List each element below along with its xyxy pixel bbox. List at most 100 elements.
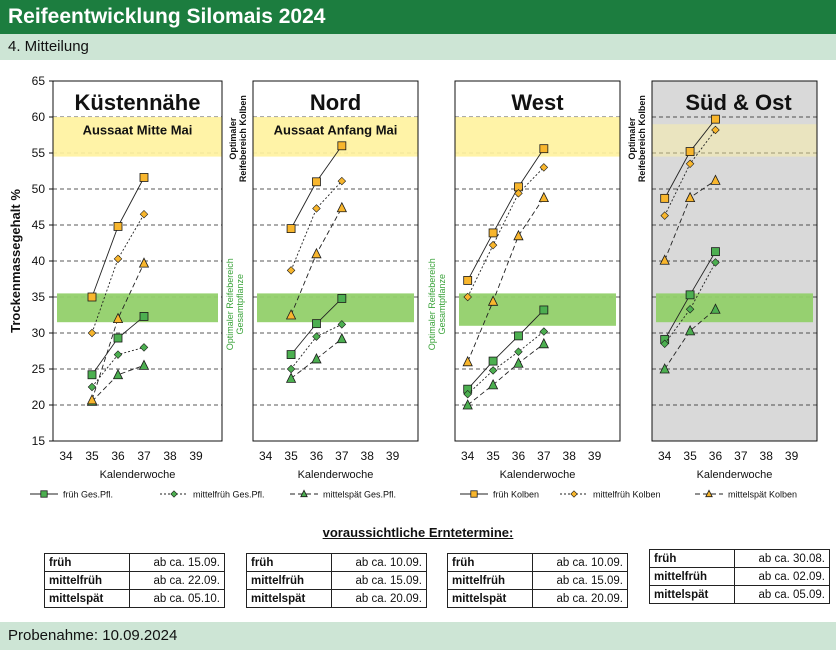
data-point: mittelfrüh Kolben: KW 34 = 35 % — [463, 292, 472, 302]
data-point: mittelspät Ges.Pfl.: KW 35 = 30.3 % — [684, 324, 696, 336]
kolben-band — [53, 117, 222, 157]
harvest-row: früh ab ca. 30.08. — [649, 549, 830, 568]
data-point: mittelfrüh Kolben: KW 35 = 42.2 % — [488, 240, 498, 250]
data-point: früh Ges.Pfl.: KW 35 = 26.1 % — [488, 356, 498, 366]
gesamt-band-label: Gesamtpflanze — [235, 274, 245, 335]
x-tick-label: 35 — [284, 449, 298, 463]
data-point: früh Kolben: KW 37 = 51.6 % — [139, 173, 149, 182]
kolben-band — [455, 117, 620, 157]
harvest-variety: mittelfrüh — [246, 571, 332, 590]
legend-label: mittelspät Kolben — [728, 490, 797, 500]
harvest-row: früh ab ca. 15.09. — [44, 553, 225, 572]
series-line-mittelsp-t-kolben — [467, 197, 545, 362]
harvest-table-west: früh ab ca. 10.09. mittelfrüh ab ca. 15.09… — [447, 553, 628, 608]
x-axis-label: Kalenderwoche — [298, 469, 374, 481]
x-tick-label: 36 — [111, 449, 125, 463]
data-point: früh Ges.Pfl.: KW 36 = 31.3 % — [312, 319, 321, 329]
harvest-date: ab ca. 10.09. — [532, 553, 628, 572]
y-tick-label: 55 — [32, 146, 46, 160]
x-tick-label: 35 — [486, 449, 500, 463]
harvest-variety: mittelspät — [246, 589, 332, 608]
data-point: früh Kolben: KW 35 = 55.2 % — [685, 147, 695, 156]
panel-background — [652, 81, 817, 441]
data-point: früh Ges.Pfl.: KW 37 = 34.8 % — [337, 294, 347, 303]
x-tick-label: 34 — [59, 449, 73, 463]
series-line-mittelfr-h-kolben — [467, 167, 545, 298]
data-point: mittelfrüh Kolben: KW 37 = 51.1 % — [337, 176, 347, 186]
y-tick-label: 20 — [32, 398, 46, 412]
x-tick-label: 39 — [386, 449, 400, 463]
data-point: früh Kolben: KW 36 = 51 % — [312, 177, 321, 187]
data-point: mittelspät Ges.Pfl.: KW 37 = 28.5 % — [538, 337, 549, 349]
x-tick-label: 38 — [361, 449, 375, 463]
panel-title: Süd & Ost — [685, 90, 792, 115]
data-point: mittelspät Ges.Pfl.: KW 34 = 25 % — [659, 363, 670, 374]
data-point: mittelfrüh Ges.Pfl.: KW 34 = 21.5 % — [463, 389, 472, 399]
harvest-row: mittelfrüh ab ca. 02.09. — [649, 567, 830, 586]
harvest-variety: früh — [649, 549, 735, 568]
y-tick-label: 65 — [32, 74, 46, 88]
data-point: mittelspät Kolben: KW 35 = 34.4 % — [487, 295, 499, 306]
harvest-variety: mittelspät — [649, 585, 735, 604]
data-point: mittelspät Ges.Pfl.: KW 36 = 24.2 % — [112, 368, 124, 380]
x-tick-label: 37 — [734, 449, 748, 463]
data-point: früh Ges.Pfl.: KW 35 = 35.3 % — [685, 290, 695, 300]
y-tick-label: 30 — [32, 326, 46, 340]
series-line-mittelsp-t-ges-pfl — [91, 364, 145, 402]
data-point: mittelspät Kolben: KW 36 = 32 % — [112, 312, 124, 324]
series-line-fr-h-ges-pfl — [91, 316, 145, 376]
data-point: mittelfrüh Ges.Pfl.: KW 35 = 22.5 % — [87, 382, 97, 392]
legend-label: mittelspät Ges.Pfl. — [323, 490, 396, 500]
sampling-date: Probenahme: 10.09.2024 — [8, 627, 178, 644]
panel-title: Nord — [310, 90, 361, 115]
sowing-annotation: Aussaat Anfang Mai — [274, 122, 398, 137]
kolben-band-label: Optimaler — [228, 117, 238, 160]
x-tick-label: 34 — [461, 449, 475, 463]
data-point: mittelspät Kolben: KW 34 = 40.1 % — [659, 254, 670, 265]
data-point: mittelfrüh Kolben: KW 35 = 53.5 % — [685, 159, 695, 169]
harvest-row: mittelspät ab ca. 05.09. — [649, 585, 830, 604]
series-line-fr-h-ges-pfl — [467, 309, 545, 390]
data-point: früh Kolben: KW 35 = 44.5 % — [286, 224, 296, 234]
series-line-mittelsp-t-ges-pfl — [467, 343, 545, 406]
charts-area: Küstennähe Aussaat Mitte Mai früh Ges.Pfl.… — [8, 74, 818, 500]
legend-label: mittelfrüh Kolben — [593, 490, 661, 500]
harvest-date: ab ca. 20.09. — [532, 589, 628, 608]
data-point: mittelspät Kolben: KW 35 = 20.7 % — [86, 394, 98, 405]
data-point: mittelfrüh Ges.Pfl.: KW 37 = 30.2 % — [539, 327, 549, 336]
gesamt-band-label: Optimaler Reifebereich — [225, 258, 235, 350]
x-tick-label: 39 — [189, 449, 203, 463]
data-point: mittelspät Kolben: KW 34 = 26 % — [462, 355, 473, 367]
y-tick-label: 50 — [32, 182, 46, 196]
data-point: mittelspät Kolben: KW 35 = 48.8 % — [684, 191, 696, 203]
data-point: früh Kolben: KW 36 = 59.7 % — [711, 114, 720, 124]
x-tick-label: 34 — [658, 449, 672, 463]
data-point: mittelspät Ges.Pfl.: KW 35 = 23.7 % — [285, 372, 297, 383]
harvest-date: ab ca. 15.09. — [532, 571, 628, 590]
footer-bar: Probenahme: 10.09.2024 — [0, 622, 836, 650]
header-bar: Reifeentwicklung Silomais 2024 — [0, 0, 836, 34]
data-point: mittelfrüh Kolben: KW 35 = 30 % — [87, 328, 97, 338]
x-tick-label: 35 — [85, 449, 99, 463]
data-point: mittelspät Kolben: KW 36 = 43.5 % — [513, 229, 524, 241]
diamond-marker-icon — [570, 490, 578, 498]
x-tick-label: 37 — [335, 449, 349, 463]
x-tick-label: 38 — [760, 449, 774, 463]
y-tick-label: 40 — [32, 254, 46, 268]
harvest-table-kuestennaehe: früh ab ca. 15.09. mittelfrüh ab ca. 22.09… — [44, 553, 225, 608]
data-point: früh Ges.Pfl.: KW 37 = 32.3 % — [139, 312, 149, 321]
harvest-date: ab ca. 05.09. — [734, 585, 830, 604]
data-point: mittelfrüh Kolben: KW 36 = 40.3 % — [113, 254, 123, 264]
data-point: früh Kolben: KW 35 = 35 % — [87, 292, 97, 302]
data-point: früh Ges.Pfl.: KW 36 = 29.3 % — [113, 333, 123, 343]
data-point: mittelspät Kolben: KW 37 = 39.7 % — [138, 257, 150, 268]
data-point: mittelspät Kolben: KW 36 = 51.2 % — [710, 174, 721, 185]
harvest-date: ab ca. 15.09. — [331, 571, 427, 590]
harvest-variety: früh — [447, 553, 533, 572]
harvest-row: mittelfrüh ab ca. 15.09. — [447, 571, 628, 590]
gesamt-band — [257, 293, 414, 323]
y-tick-label: 35 — [32, 290, 46, 304]
x-axis-label: Kalenderwoche — [697, 469, 773, 481]
x-tick-label: 39 — [785, 449, 799, 463]
y-tick-label: 25 — [32, 362, 46, 376]
